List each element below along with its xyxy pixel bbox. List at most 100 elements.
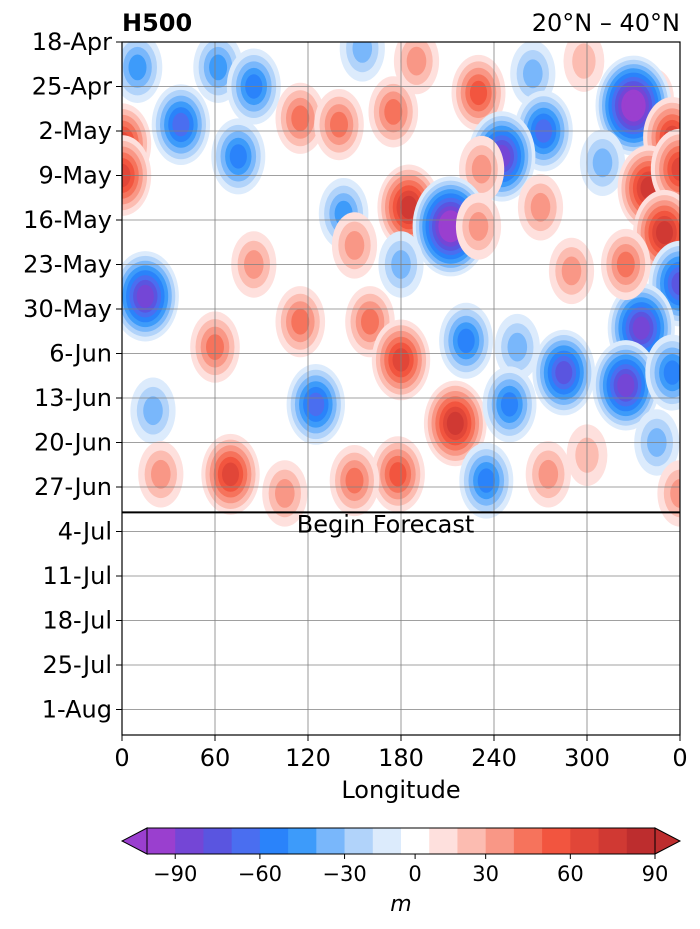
anomaly-contour <box>561 256 582 286</box>
colorbar-segment <box>401 828 430 854</box>
anomaly-contour <box>330 111 348 138</box>
anomaly-contour <box>307 392 325 417</box>
anomaly-blob <box>657 460 680 527</box>
anomaly-blob <box>439 302 494 379</box>
anomaly-blob <box>122 251 179 342</box>
y-tick-label: 20-Jun <box>34 429 112 457</box>
colorbar-segment <box>626 828 656 854</box>
anomaly-contour <box>384 99 403 125</box>
anomaly-blob <box>423 380 487 467</box>
anomaly-contour <box>670 479 680 508</box>
chart-title-right: 20°N – 40°N <box>532 9 680 37</box>
x-tick-label: 60 <box>200 744 231 772</box>
y-tick-label: 30-May <box>23 295 112 323</box>
colorbar-segment <box>288 828 317 854</box>
anomaly-contour <box>469 80 488 106</box>
anomaly-blob <box>650 128 680 210</box>
y-tick-label: 18-Apr <box>32 28 112 56</box>
anomaly-blob <box>459 135 505 203</box>
colorbar-segment <box>598 828 628 854</box>
y-tick-label: 9-May <box>38 162 112 190</box>
anomaly-blob <box>579 129 626 196</box>
anomaly-blob <box>517 174 564 241</box>
plot-area: Begin Forecast <box>121 41 681 736</box>
chart-title-left: H500 <box>122 9 192 37</box>
y-tick-label: 1-Aug <box>42 696 112 724</box>
anomaly-blob <box>482 366 537 443</box>
colorbar-extend-max <box>654 827 682 855</box>
anomaly-contour <box>555 361 573 385</box>
anomaly-contour <box>671 157 680 181</box>
colorbar: −90 −60 −30 0 30 60 90 <box>120 827 682 886</box>
anomaly-contour <box>406 46 427 76</box>
anomaly-contour <box>523 59 543 89</box>
anomaly-blob <box>494 313 540 381</box>
anomaly-blob <box>275 286 326 358</box>
colorbar-frame <box>146 827 656 855</box>
anomaly-blob <box>370 436 425 513</box>
anomaly-blob <box>138 441 184 508</box>
anomaly-contour <box>507 332 528 362</box>
anomaly-blob <box>201 433 260 515</box>
anomaly-contour <box>592 148 613 178</box>
anomaly-blob <box>645 334 680 411</box>
y-tick-label: 25-Apr <box>32 73 112 101</box>
colorbar-segment <box>203 828 233 854</box>
anomaly-contour <box>344 231 365 260</box>
anomaly-contour <box>345 467 364 494</box>
colorbar-segment <box>457 828 487 854</box>
anomaly-contour <box>128 54 147 81</box>
colorbar-segment <box>175 828 204 854</box>
y-tick-label: 11-Jul <box>43 562 113 590</box>
x-tick-label: 240 <box>471 744 517 772</box>
anomaly-blob <box>455 193 502 260</box>
anomaly-contour <box>446 411 464 435</box>
x-axis-label: Longitude <box>341 776 460 804</box>
anomaly-blob <box>286 364 345 445</box>
anomaly-contour <box>389 462 407 487</box>
colorbar-tick-label: 0 <box>408 862 421 886</box>
anomaly-contour <box>209 54 228 81</box>
colorbar-tick-label: −90 <box>153 862 197 886</box>
anomaly-contour <box>530 192 551 222</box>
y-tick-label: 18-Jul <box>43 607 113 635</box>
y-tick-label: 4-Jul <box>58 518 112 546</box>
anomaly-blob <box>548 237 595 305</box>
forecast-label: Begin Forecast <box>297 510 475 538</box>
colorbar-tick-label: −30 <box>322 862 366 886</box>
anomaly-contour <box>617 373 635 397</box>
anomaly-blob <box>329 445 380 517</box>
y-tick-label: 2-May <box>38 117 112 145</box>
colorbar-tick-label: 90 <box>642 862 669 886</box>
anomaly-contour <box>172 112 190 137</box>
colorbar-segment <box>147 828 176 854</box>
x-tick-label: 0 <box>672 744 687 772</box>
x-tick-label: 120 <box>285 744 331 772</box>
anomaly-contour <box>352 42 373 63</box>
colorbar-segment <box>372 828 402 854</box>
anomaly-blob <box>525 441 571 508</box>
anomaly-contour <box>471 154 492 184</box>
colorbar-segment <box>344 828 374 854</box>
anomaly-contour <box>441 214 460 239</box>
y-axis: 18-Apr 25-Apr 2-May 9-May 16-May 23-May 30-May… <box>23 28 122 724</box>
anomaly-blob <box>451 54 506 131</box>
colorbar-segment <box>259 828 289 854</box>
anomaly-contour <box>663 360 680 385</box>
anomaly-blob <box>151 84 211 165</box>
y-tick-label: 27-Jun <box>34 473 112 501</box>
anomaly-blob <box>563 42 605 92</box>
anomaly-contour <box>477 468 495 493</box>
y-tick-label: 13-Jun <box>34 384 112 412</box>
grid-lines <box>122 42 680 735</box>
anomaly-contour <box>291 105 310 132</box>
colorbar-label: m <box>390 892 411 917</box>
anomaly-blob <box>532 329 596 416</box>
anomaly-contour <box>136 284 154 308</box>
anomaly-contour <box>468 212 489 241</box>
anomaly-contour <box>229 144 247 169</box>
colorbar-segment <box>570 828 600 854</box>
anomaly-contour <box>361 308 379 335</box>
y-tick-label: 16-May <box>23 206 112 234</box>
